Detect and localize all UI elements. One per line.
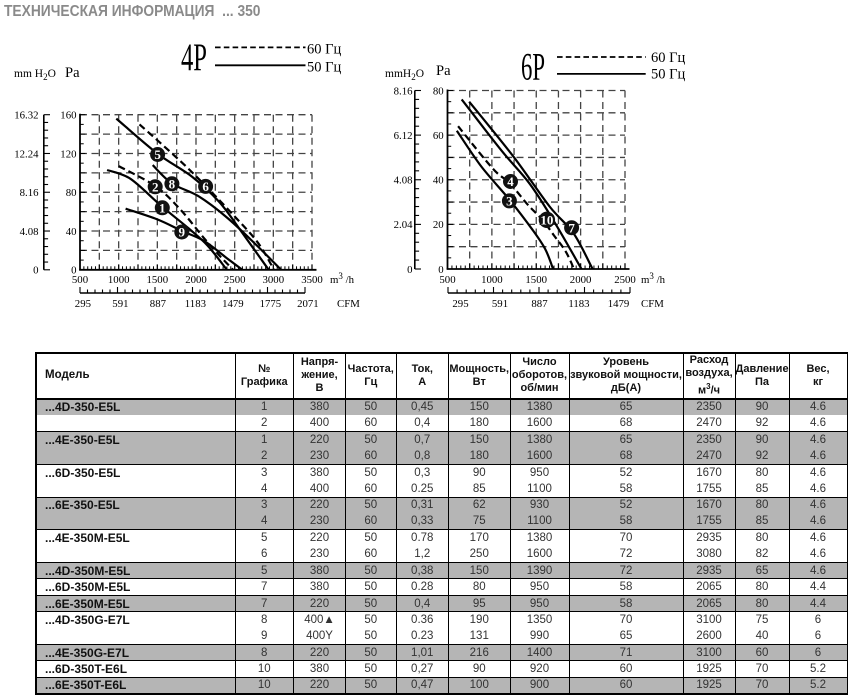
svg-text:Pa: Pa <box>436 63 451 79</box>
svg-text:3500: 3500 <box>301 274 323 286</box>
svg-text:0: 0 <box>71 265 76 277</box>
svg-text:4P: 4P <box>181 36 207 79</box>
svg-text:4.08: 4.08 <box>394 175 413 187</box>
svg-text:887: 887 <box>150 298 167 310</box>
svg-text:80: 80 <box>433 85 444 97</box>
svg-text:295: 295 <box>452 298 468 310</box>
svg-text:2000: 2000 <box>570 274 592 286</box>
svg-text:1000: 1000 <box>108 274 130 286</box>
svg-text:12.24: 12.24 <box>14 148 39 160</box>
svg-text:1183: 1183 <box>185 298 206 310</box>
svg-text:1: 1 <box>159 200 166 215</box>
svg-text:1000: 1000 <box>481 274 503 286</box>
svg-text:591: 591 <box>492 298 508 310</box>
svg-text:60 Гц: 60 Гц <box>307 41 342 57</box>
svg-text:m3 /h: m3 /h <box>330 271 355 286</box>
svg-text:1479: 1479 <box>222 298 244 310</box>
svg-text:3: 3 <box>506 194 513 209</box>
svg-text:mm H2O: mm H2O <box>14 68 56 82</box>
svg-text:80: 80 <box>66 187 77 199</box>
svg-text:160: 160 <box>60 110 76 122</box>
svg-text:16.32: 16.32 <box>14 110 38 122</box>
svg-text:3000: 3000 <box>263 274 285 286</box>
svg-text:0: 0 <box>438 264 443 276</box>
svg-text:50 Гц: 50 Гц <box>307 59 342 75</box>
svg-text:4: 4 <box>507 174 514 189</box>
svg-text:mmH2O: mmH2O <box>385 68 424 82</box>
svg-text:7: 7 <box>568 220 575 235</box>
svg-text:0: 0 <box>33 265 38 277</box>
svg-text:20: 20 <box>433 219 444 231</box>
svg-text:10: 10 <box>540 212 553 227</box>
svg-text:6: 6 <box>202 179 209 194</box>
svg-text:2071: 2071 <box>297 298 319 310</box>
svg-text:2500: 2500 <box>614 274 636 286</box>
svg-text:40: 40 <box>433 175 444 187</box>
svg-text:CFM: CFM <box>337 298 360 310</box>
svg-text:6P: 6P <box>521 46 545 89</box>
svg-text:1500: 1500 <box>147 274 169 286</box>
svg-text:40: 40 <box>66 226 77 238</box>
svg-text:8.16: 8.16 <box>20 187 39 199</box>
svg-text:1183: 1183 <box>568 298 589 310</box>
svg-text:m3 /h: m3 /h <box>641 271 666 286</box>
svg-text:60 Гц: 60 Гц <box>651 50 686 66</box>
svg-text:2000: 2000 <box>185 274 207 286</box>
svg-text:500: 500 <box>439 274 455 286</box>
svg-text:60: 60 <box>433 130 444 142</box>
svg-text:8.16: 8.16 <box>394 85 413 97</box>
svg-text:1500: 1500 <box>525 274 547 286</box>
svg-text:887: 887 <box>531 298 548 310</box>
svg-text:Pa: Pa <box>65 65 80 81</box>
svg-text:295: 295 <box>75 298 91 310</box>
svg-text:1479: 1479 <box>608 298 630 310</box>
svg-text:4.08: 4.08 <box>20 226 39 238</box>
svg-text:6.12: 6.12 <box>394 130 413 142</box>
svg-text:50 Гц: 50 Гц <box>651 67 686 83</box>
svg-text:CFM: CFM <box>641 298 664 310</box>
svg-text:2500: 2500 <box>224 274 246 286</box>
svg-text:0: 0 <box>407 264 412 276</box>
svg-text:8: 8 <box>169 176 176 191</box>
svg-text:9: 9 <box>179 225 186 240</box>
svg-text:2.04: 2.04 <box>394 219 413 231</box>
svg-text:2: 2 <box>152 179 159 194</box>
svg-text:500: 500 <box>72 274 88 286</box>
svg-text:1775: 1775 <box>260 298 282 310</box>
svg-text:591: 591 <box>112 298 128 310</box>
svg-text:120: 120 <box>60 148 76 160</box>
svg-text:5: 5 <box>154 147 161 162</box>
